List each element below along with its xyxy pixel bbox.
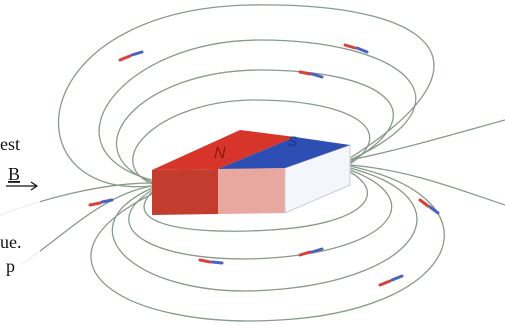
field-line — [349, 119, 505, 161]
needle — [198, 258, 212, 264]
north-front — [152, 169, 218, 215]
field-line — [132, 99, 371, 185]
field-line — [111, 167, 418, 292]
needle — [378, 279, 392, 287]
field-line — [128, 169, 393, 260]
end-face — [284, 144, 351, 214]
text-fragment: est — [0, 134, 20, 154]
text-backdrop — [0, 125, 40, 285]
field-line — [143, 171, 369, 232]
field-line — [98, 39, 417, 181]
needle — [210, 260, 224, 265]
text-fragment: ue. — [0, 232, 22, 252]
needle — [418, 198, 430, 208]
north-label: N — [214, 145, 226, 162]
compass-needles — [88, 43, 440, 287]
north-top — [152, 130, 295, 170]
south-top — [218, 137, 350, 169]
vector-arrowhead — [30, 181, 39, 191]
needle — [310, 72, 324, 79]
needle — [130, 50, 144, 57]
field-line — [57, 4, 435, 188]
needle — [390, 274, 404, 282]
needle — [355, 46, 369, 54]
needle — [100, 198, 114, 204]
field-line — [349, 164, 505, 206]
needle — [118, 54, 132, 62]
field-line — [116, 69, 394, 183]
needle — [310, 247, 324, 254]
bar-magnet: N S — [152, 130, 351, 215]
text-fragment: p — [6, 256, 15, 276]
needle — [298, 250, 312, 257]
needle — [428, 205, 440, 215]
north-front-light — [218, 168, 285, 214]
text-fragment: B — [8, 164, 20, 184]
south-label: S — [288, 133, 298, 149]
needle — [298, 70, 312, 76]
field-lines — [0, 4, 505, 322]
needle — [88, 201, 102, 207]
needle — [343, 43, 357, 50]
